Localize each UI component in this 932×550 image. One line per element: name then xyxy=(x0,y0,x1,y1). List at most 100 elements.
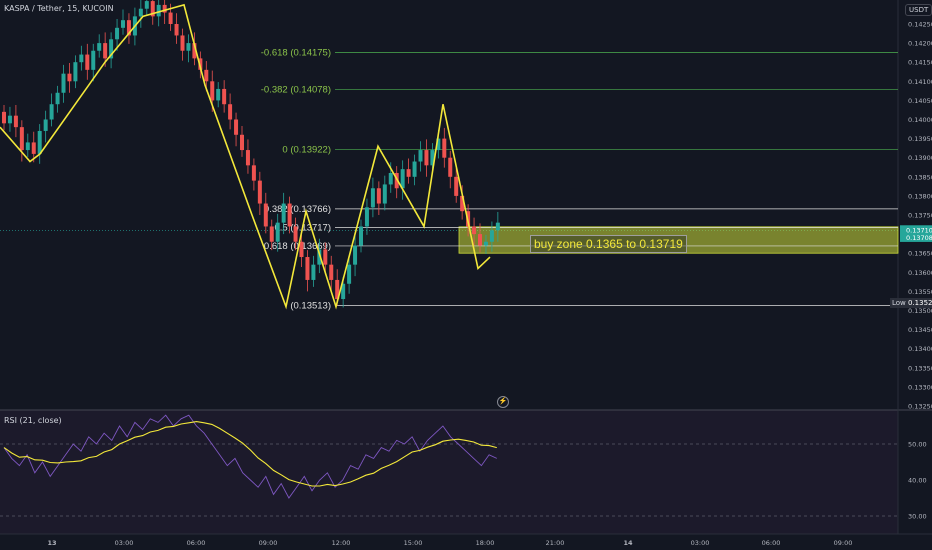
candle-body xyxy=(275,222,280,242)
candle-body xyxy=(329,264,334,280)
fib-level-label: (0.13513) xyxy=(290,301,331,312)
candle-body xyxy=(412,161,417,177)
candle-body xyxy=(216,88,221,101)
candle-body xyxy=(79,54,84,63)
rsi-axis-label: 40.00 xyxy=(908,477,927,485)
candle-body xyxy=(478,234,482,246)
time-axis-label: 14 xyxy=(623,539,633,547)
candle-body xyxy=(198,58,203,70)
candle-body xyxy=(43,119,48,131)
candle-body xyxy=(454,176,459,196)
rsi-pane xyxy=(0,410,898,534)
candle-body xyxy=(406,169,411,177)
candle-body xyxy=(460,195,465,212)
candle-body xyxy=(251,165,256,181)
last-price-tag-alt xyxy=(900,232,932,242)
time-axis-label: 03:00 xyxy=(115,539,134,547)
candle-body xyxy=(240,134,244,151)
candle-body xyxy=(121,20,125,28)
candle-body xyxy=(25,142,30,151)
candle-body xyxy=(489,230,494,242)
last-price-text-alt: 0.13708 xyxy=(906,234,932,242)
candle-body xyxy=(31,142,36,154)
candle-body xyxy=(424,150,429,166)
candle-body xyxy=(281,203,286,223)
candle-body xyxy=(49,104,54,120)
candle-body xyxy=(61,73,66,93)
time-axis-label: 21:00 xyxy=(546,539,565,547)
time-axis-label: 03:00 xyxy=(691,539,710,547)
time-axis-label: 09:00 xyxy=(834,539,853,547)
candle-body xyxy=(293,226,298,242)
buy-zone-label: buy zone 0.1365 to 0.13719 xyxy=(530,235,687,253)
rsi-title: RSI (21, close) xyxy=(4,416,62,425)
candle-body xyxy=(67,73,72,82)
candle-body xyxy=(162,4,167,13)
candle-body xyxy=(341,283,346,300)
buy-zone-rect xyxy=(458,226,899,254)
rsi-line xyxy=(3,414,497,499)
candle-body xyxy=(7,115,12,124)
candle-body xyxy=(323,249,328,265)
rsi-axis-label: 30.00 xyxy=(908,513,927,521)
candle-body xyxy=(222,88,227,105)
candle-body xyxy=(156,4,161,17)
candle-body xyxy=(299,241,304,258)
candle-body xyxy=(228,104,233,120)
candle-body xyxy=(364,207,369,227)
candle-body xyxy=(353,245,358,265)
candle-body xyxy=(287,203,292,227)
candle-body xyxy=(174,24,179,36)
candle-body xyxy=(430,150,435,166)
candle-body xyxy=(263,203,268,227)
candle-body xyxy=(55,92,60,105)
fib-level-label: 0.618 (0.13669) xyxy=(264,241,331,252)
currency-button[interactable]: USDT xyxy=(905,4,932,16)
candle-body xyxy=(257,180,262,204)
candle-body xyxy=(269,226,274,242)
candle-body xyxy=(382,184,387,204)
fib-level-label: 0.382 (0.13766) xyxy=(264,204,331,215)
time-axis-label: 09:00 xyxy=(259,539,278,547)
lightning-icon[interactable]: ⚡ xyxy=(497,396,509,408)
time-axis-label: 18:00 xyxy=(476,539,495,547)
low-price-tag: 0.13521 xyxy=(906,298,932,308)
rsi-ma-line xyxy=(3,421,497,487)
candle-body xyxy=(311,264,316,280)
candle-body xyxy=(305,257,310,280)
candle-body xyxy=(91,50,96,70)
fib-level-label: -0.618 (0.14175) xyxy=(261,48,331,59)
time-axis-label: 13 xyxy=(47,539,56,547)
candle-body xyxy=(245,150,250,166)
candle-body xyxy=(19,127,24,151)
time-axis-label: 15:00 xyxy=(404,539,423,547)
candle-body xyxy=(192,43,197,59)
harmonic-pattern-line xyxy=(0,3,491,310)
candle-body xyxy=(234,119,239,135)
candle-body xyxy=(394,172,399,189)
candle-body xyxy=(37,130,42,154)
candle-body xyxy=(400,169,405,189)
candle-body xyxy=(347,264,352,284)
candle-body xyxy=(73,62,78,82)
candle-body xyxy=(85,54,90,70)
candle-body xyxy=(97,43,102,51)
candle-body xyxy=(495,222,500,231)
candle-body xyxy=(472,226,477,235)
candle-body xyxy=(483,241,488,246)
rsi-axis-label: 50.00 xyxy=(908,441,927,449)
time-axis-label: 06:00 xyxy=(762,539,781,547)
